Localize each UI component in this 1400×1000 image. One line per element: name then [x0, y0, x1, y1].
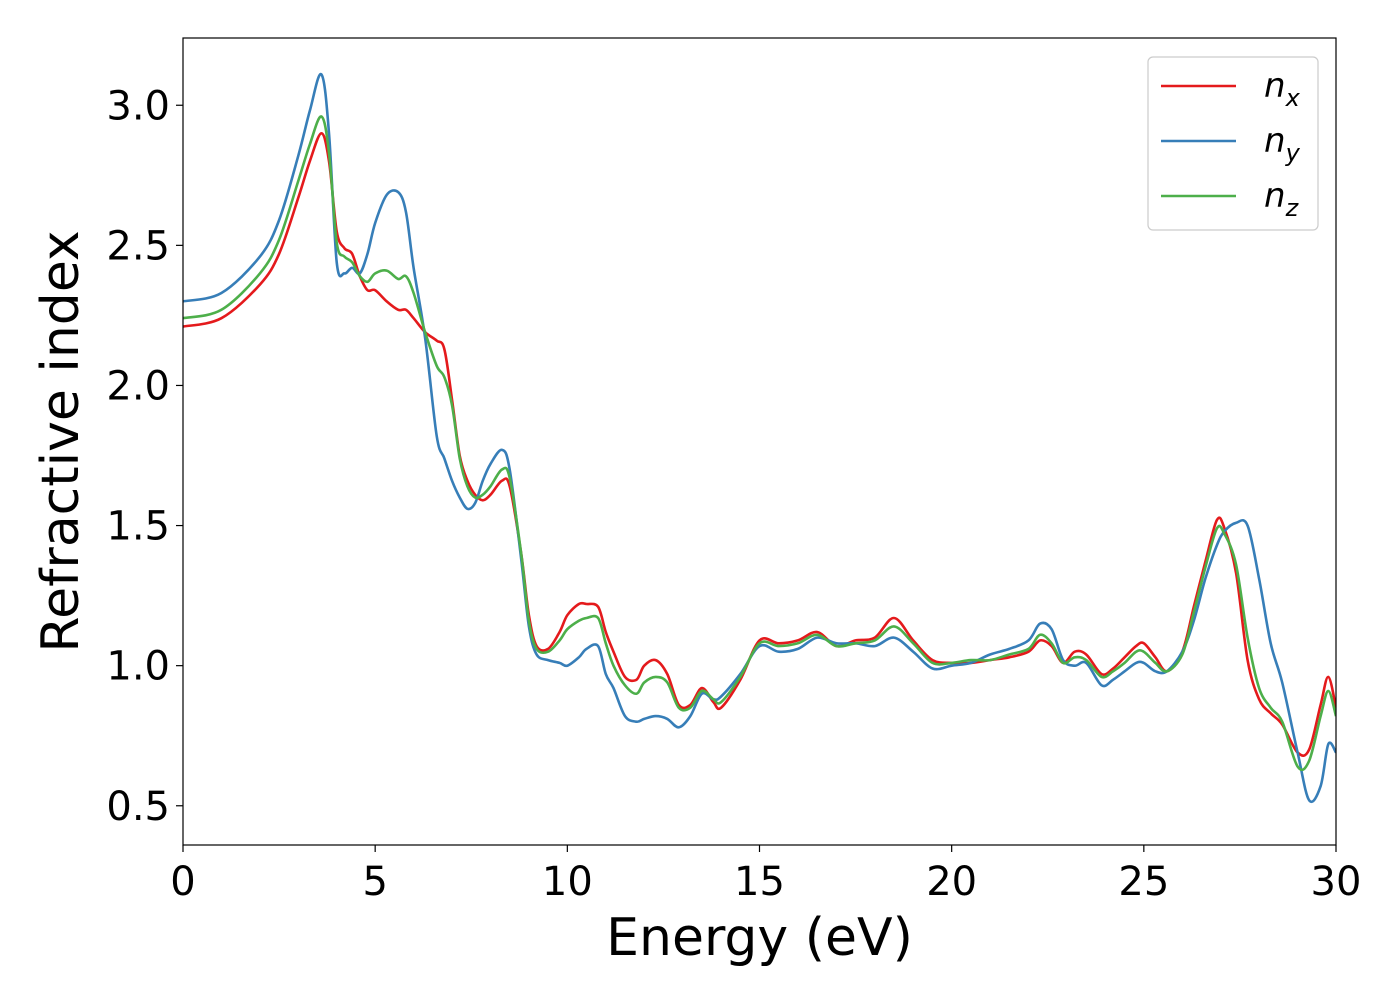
legend-label-main: n — [1264, 176, 1286, 216]
plot-lines — [183, 73, 1336, 803]
legend-label-main: n — [1264, 121, 1286, 161]
x-tick-label: 25 — [1118, 859, 1169, 905]
legend-label-sub: z — [1285, 194, 1300, 222]
x-tick-label: 20 — [926, 859, 977, 905]
legend-label-sub: x — [1285, 84, 1301, 112]
y-tick-label: 0.5 — [106, 784, 170, 830]
legend-label: nx — [1264, 66, 1301, 112]
x-axis-ticks: 0 5 10 15 20 25 30 — [170, 845, 1361, 905]
legend-label-main: n — [1264, 66, 1286, 106]
x-tick-label: 30 — [1311, 859, 1362, 905]
x-axis-title: Energy (eV) — [606, 908, 913, 968]
legend-label-sub: y — [1285, 139, 1301, 167]
y-tick-label: 2.0 — [106, 363, 170, 409]
legend-box — [1147, 56, 1319, 231]
x-tick-label: 10 — [542, 859, 593, 905]
x-tick-label: 5 — [362, 859, 387, 905]
y-axis-title: Refractive index — [31, 230, 91, 652]
y-tick-label: 2.5 — [106, 223, 170, 269]
x-tick-label: 15 — [734, 859, 785, 905]
y-axis-ticks: 0.5 1.0 1.5 2.0 2.5 3.0 — [106, 83, 183, 830]
x-tick-label: 0 — [170, 859, 195, 905]
legend-label: nz — [1264, 176, 1300, 222]
y-tick-label: 1.5 — [106, 504, 170, 550]
series-line-n-y — [183, 73, 1336, 803]
y-tick-label: 1.0 — [106, 644, 170, 690]
y-tick-label: 3.0 — [106, 83, 170, 129]
series-line-n-z — [183, 115, 1336, 772]
legend-label: ny — [1264, 121, 1301, 167]
